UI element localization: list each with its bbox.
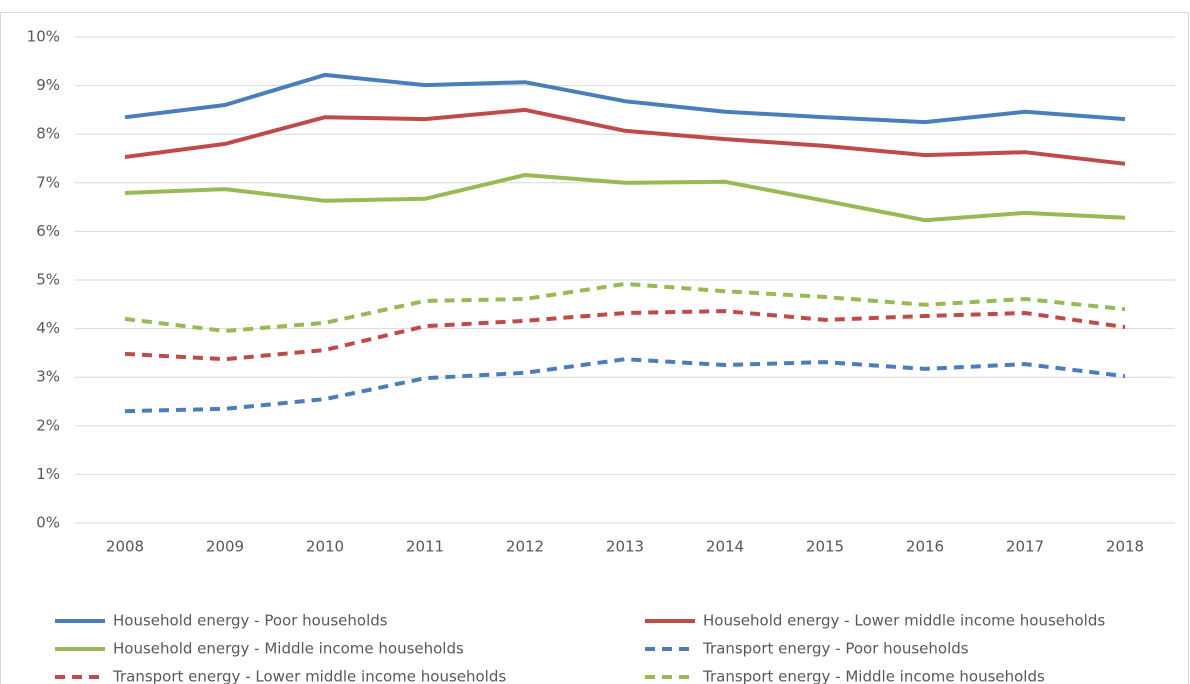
y-tick-label: 2% [36,416,60,434]
y-tick-label: 0% [36,514,60,532]
x-tick-label: 2017 [1006,538,1044,556]
y-tick-label: 7% [36,173,60,191]
legend-label: Transport energy - Middle income househo… [702,668,1045,684]
x-tick-label: 2013 [606,538,644,556]
legend-label: Household energy - Middle income househo… [113,640,464,658]
x-tick-label: 2016 [906,538,944,556]
series-line [124,107,1126,166]
legend-label: Household energy - Lower middle income h… [703,612,1105,630]
legend-label: Household energy - Poor households [113,612,388,630]
x-tick-label: 2014 [706,538,744,556]
series-line [124,173,1126,223]
x-tick-label: 2015 [806,538,844,556]
x-tick-label: 2010 [306,538,344,556]
x-tick-label: 2018 [1106,538,1144,556]
y-tick-label: 4% [36,319,60,337]
y-tick-label: 6% [36,222,60,240]
y-tick-label: 8% [36,125,60,143]
y-tick-label: 3% [36,368,60,386]
series-line [124,357,1126,414]
x-tick-label: 2012 [506,538,544,556]
legend-label: Transport energy - Poor households [702,640,969,658]
x-tick-label: 2008 [106,538,144,556]
series-line [124,309,1126,362]
series-line [124,72,1126,125]
legend-label: Transport energy - Lower middle income h… [112,668,506,684]
y-tick-label: 5% [36,271,60,289]
series-line [124,281,1126,333]
chart-border [0,12,1189,684]
y-tick-label: 10% [27,28,60,46]
y-tick-label: 1% [36,465,60,483]
y-tick-label: 9% [36,76,60,94]
x-tick-label: 2009 [206,538,244,556]
x-tick-label: 2011 [406,538,444,556]
